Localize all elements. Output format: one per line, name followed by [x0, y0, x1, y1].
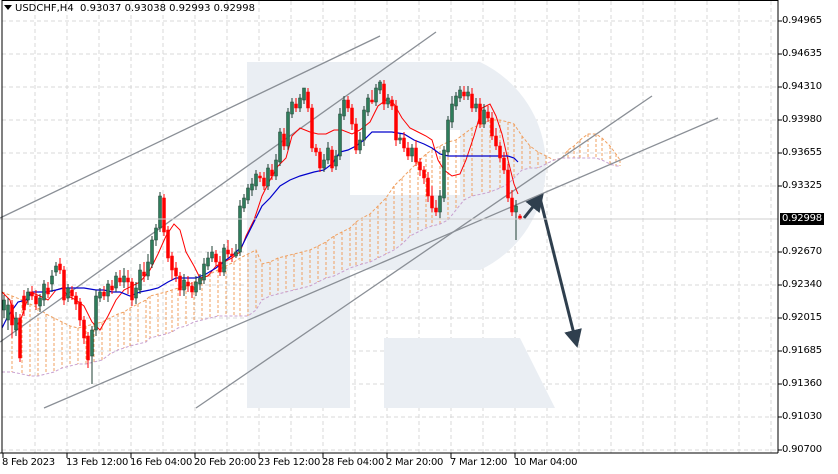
- price-label: 0.92670: [782, 246, 822, 257]
- price-label: 0.94635: [782, 48, 822, 59]
- price-label: 0.91360: [782, 378, 822, 389]
- dropdown-triangle-icon[interactable]: [4, 5, 12, 10]
- time-label: 7 Mar 12:00: [450, 457, 508, 468]
- price-label: 0.93980: [782, 114, 822, 125]
- price-label: 0.92015: [782, 312, 822, 323]
- price-label: 0.94310: [782, 81, 822, 92]
- time-label: 2 Mar 20:00: [386, 457, 444, 468]
- time-label: 28 Feb 04:00: [322, 457, 385, 468]
- price-label: 0.91030: [782, 411, 822, 422]
- current-price-label: 0.92998: [780, 213, 824, 225]
- candlesticks: [2, 80, 522, 384]
- price-label: 0.92340: [782, 279, 822, 290]
- ohlc-values: 0.93037 0.93038 0.92993 0.92998: [80, 3, 255, 14]
- kijun-sen-line: [1, 131, 519, 329]
- price-label: 0.94965: [782, 15, 822, 26]
- axis-ticks: [2, 20, 782, 458]
- time-label: 20 Feb 20:00: [194, 457, 257, 468]
- price-label: 0.93655: [782, 147, 822, 158]
- forecast-arrows: [522, 193, 582, 348]
- chart-title: USDCHF,H4 0.93037 0.93038 0.92993 0.9299…: [4, 3, 255, 14]
- time-label: 16 Feb 04:00: [130, 457, 193, 468]
- time-label: 23 Feb 12:00: [258, 457, 321, 468]
- symbol-timeframe: USDCHF,H4: [15, 3, 74, 14]
- time-label: 10 Mar 04:00: [514, 457, 578, 468]
- price-label: 0.91685: [782, 345, 822, 356]
- time-label: 8 Feb 2023: [2, 457, 55, 468]
- time-label: 13 Feb 12:00: [66, 457, 129, 468]
- price-label: 0.93325: [782, 180, 822, 191]
- ichimoku-cloud: [1, 119, 621, 377]
- price-label: 0.90700: [782, 444, 822, 455]
